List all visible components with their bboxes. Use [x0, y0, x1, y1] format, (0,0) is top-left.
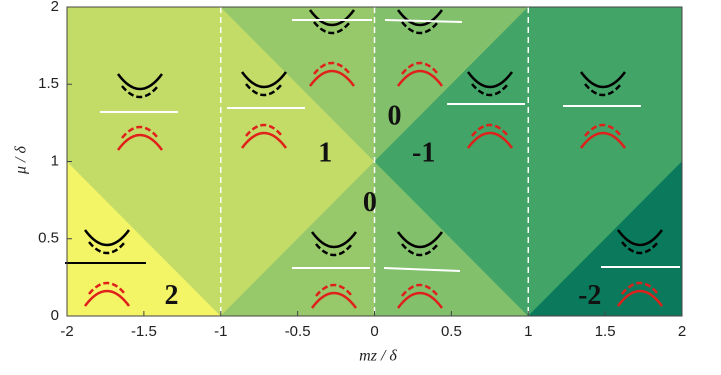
region-label: -1: [412, 138, 435, 169]
region-label: -2: [578, 280, 601, 311]
y-tick-label: 1: [51, 152, 59, 169]
x-axis-label: mz / δ: [359, 348, 397, 365]
x-tick-label: -0.5: [285, 323, 311, 340]
x-tick-label: -2: [60, 323, 73, 340]
x-tick-label: 2: [678, 323, 686, 340]
y-tick-label: 2: [51, 0, 59, 15]
y-tick-label: 0.5: [38, 230, 59, 247]
region-label: 2: [165, 280, 179, 311]
region-label: 0: [363, 187, 377, 218]
x-tick-label: 1: [524, 323, 532, 340]
x-tick-label: 1.5: [595, 323, 616, 340]
x-tick-label: 0: [370, 323, 378, 340]
y-tick-label: 0: [51, 307, 59, 324]
y-axis-label: μ / δ: [13, 145, 30, 174]
region-label: 1: [318, 138, 332, 169]
region-label: 0: [387, 101, 401, 132]
x-tick-label: 0.5: [441, 323, 462, 340]
x-tick-label: -1: [214, 323, 227, 340]
band-icons: [65, 8, 680, 310]
y-tick-label: 1.5: [38, 75, 59, 92]
regions: [66, 6, 683, 317]
x-tick-label: -1.5: [131, 323, 157, 340]
